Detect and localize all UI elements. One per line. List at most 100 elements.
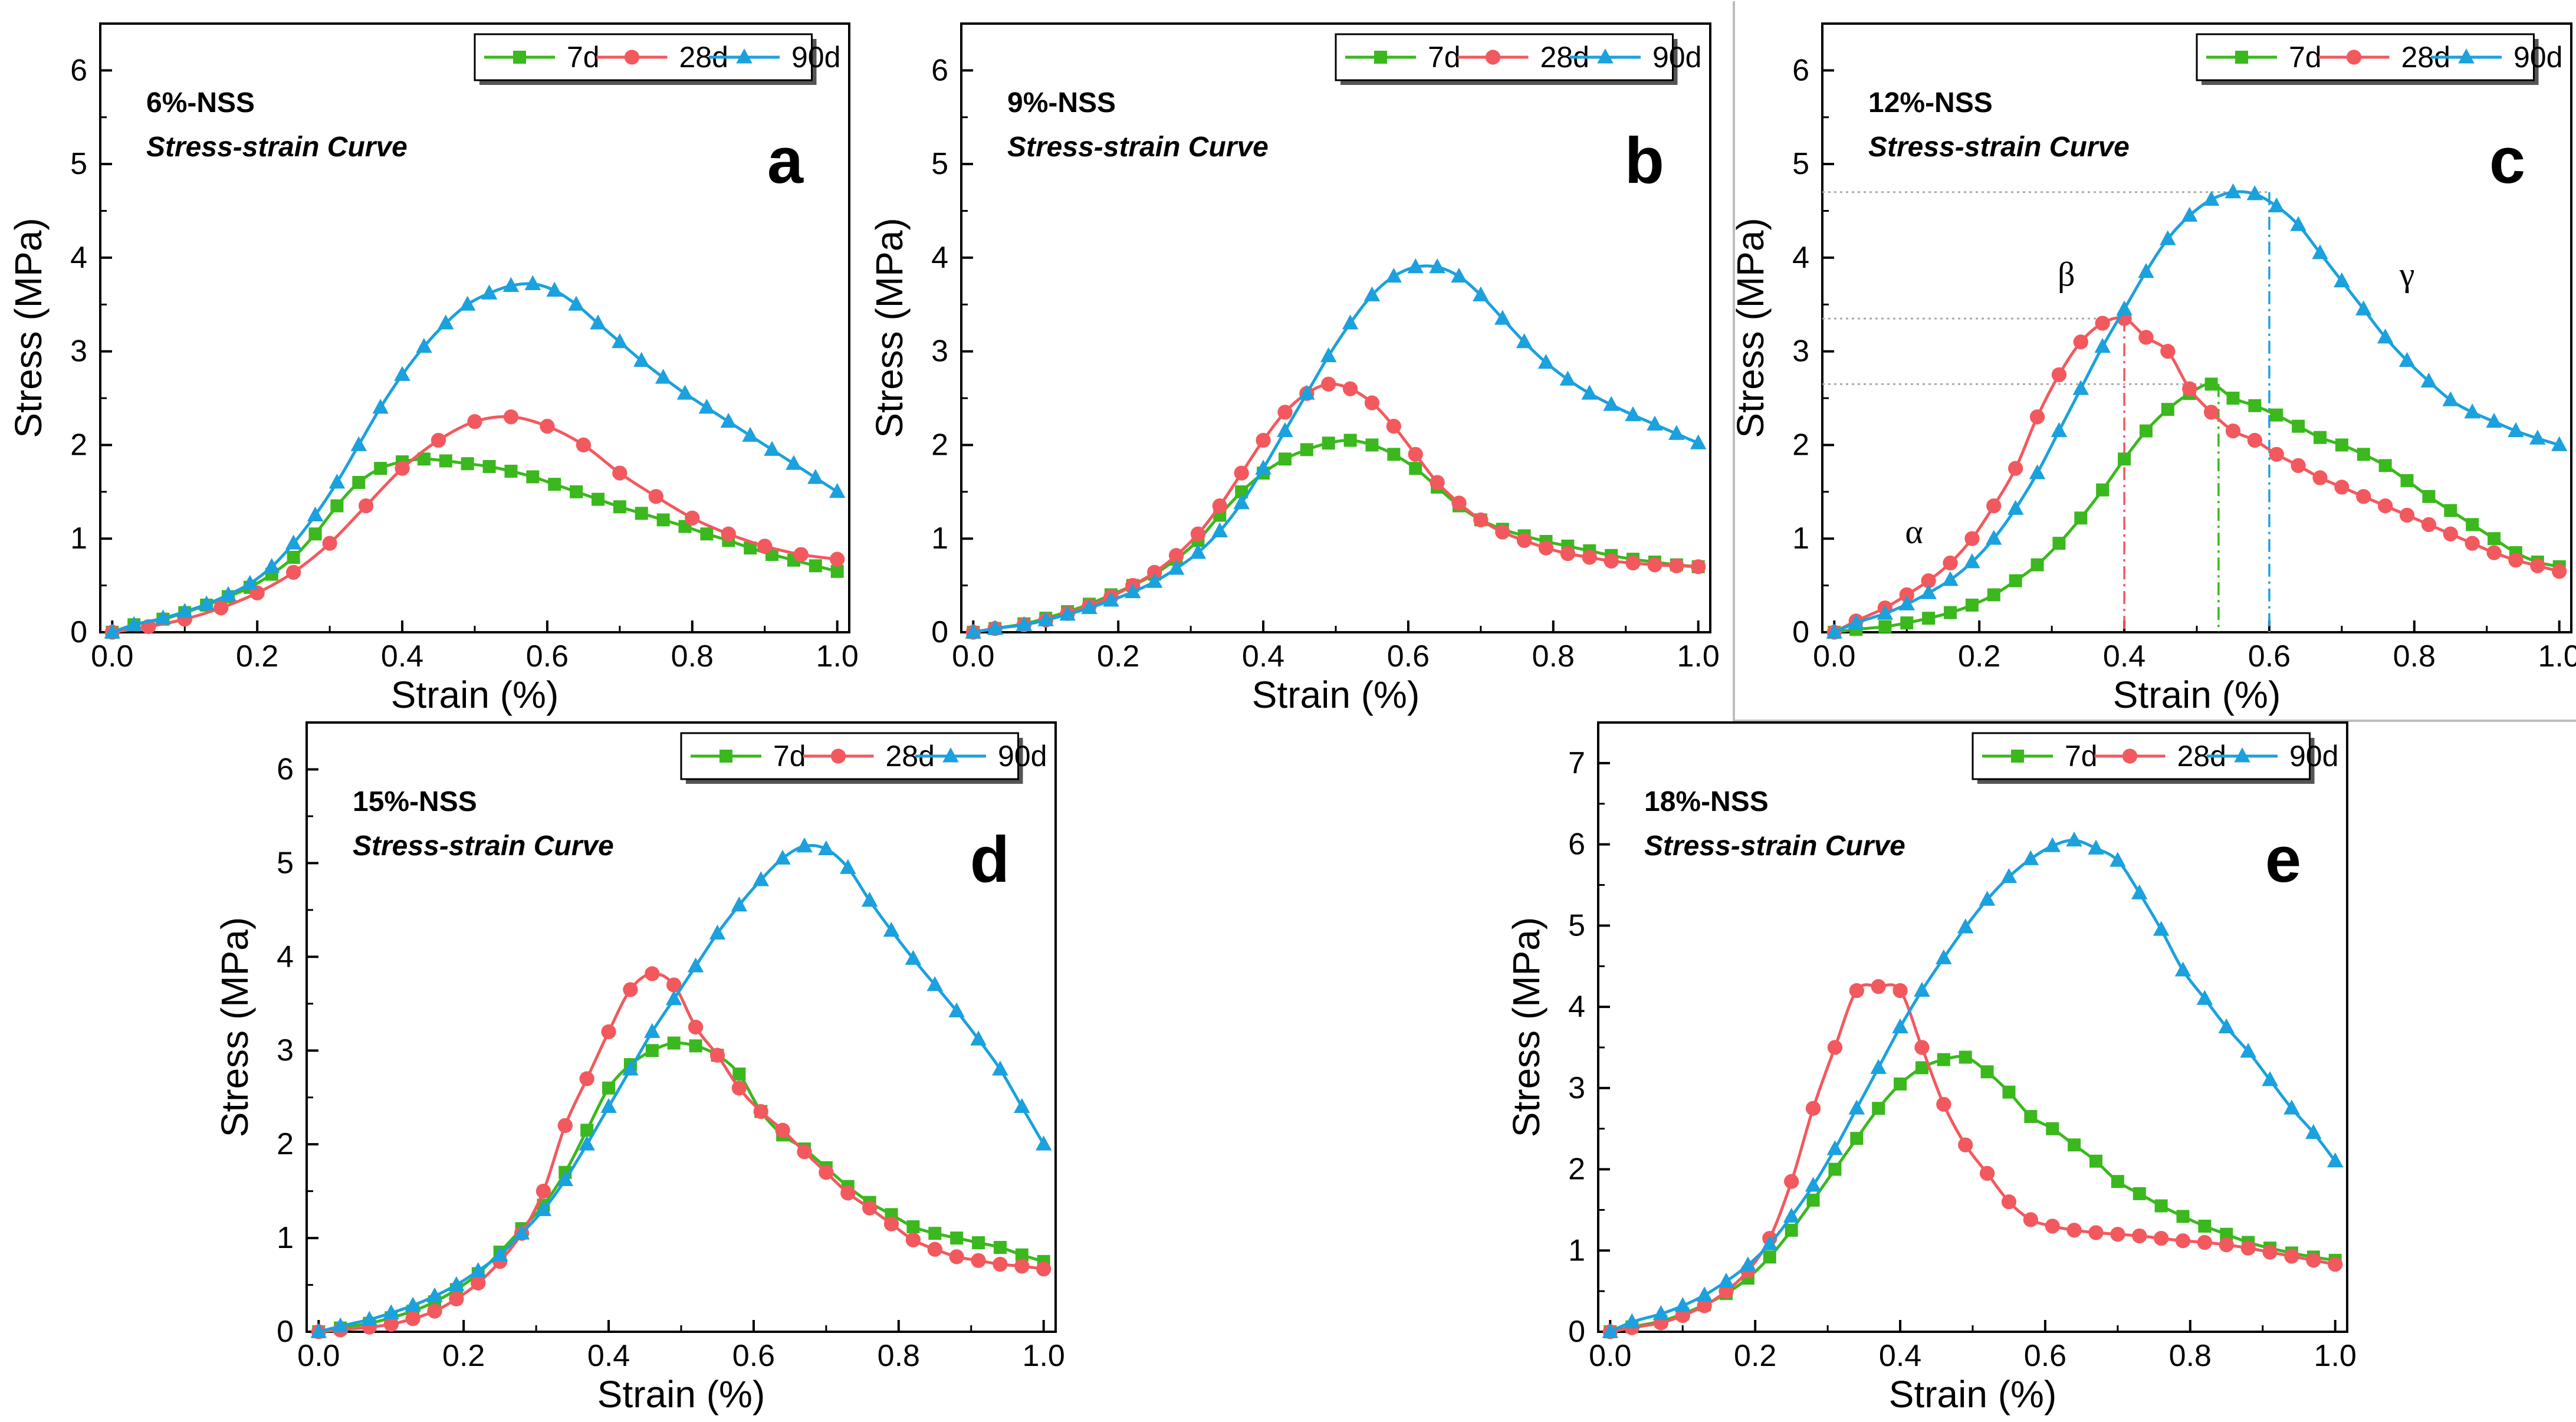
data-point [2399,507,2415,523]
data-point [535,1183,551,1199]
data-point [1408,446,1423,462]
data-point [1740,1256,1756,1272]
x-tick-label: 0.2 [1734,1339,1776,1373]
data-point [2270,408,2283,422]
x-tick-label: 0.6 [732,1339,775,1373]
y-tick-label: 4 [931,241,948,275]
data-point [350,436,367,451]
data-point [633,352,650,367]
data-point [2262,1071,2278,1086]
data-point [2400,474,2414,487]
y-tick-label: 4 [277,940,294,974]
data-point [1624,1313,1640,1328]
data-point [2160,230,2176,245]
panel-title: 15%-NSS [353,786,477,817]
data-point [332,1317,349,1332]
legend-marker [624,50,640,65]
data-point [993,1256,1008,1272]
data-point [1871,978,1886,994]
series-90d [965,258,1707,639]
data-point [1256,432,1271,448]
data-point [2203,191,2220,206]
y-tick-label: 4 [70,241,87,275]
data-point [1212,498,1227,514]
data-point [1538,540,1554,556]
data-point [579,1135,595,1151]
data-point [992,1060,1008,1076]
data-point [426,1287,443,1303]
data-point [2443,526,2458,541]
x-tick-label: 1.0 [816,639,859,674]
legend-marker [942,747,959,763]
data-point [731,1081,747,1096]
data-point [970,1030,987,1046]
data-point [809,559,822,573]
data-point [2175,1233,2191,1249]
x-tick-label: 1.0 [2314,1339,2357,1373]
data-point [548,478,561,491]
data-point [1494,310,1511,325]
data-point [829,482,846,498]
data-point [1647,415,1663,431]
data-point [1892,983,1908,999]
data-point [1473,286,1489,301]
legend-item-7d: 7d [2206,41,2322,74]
data-point [1146,573,1163,588]
data-point [2305,1124,2322,1139]
chart-panel-a: 0 1 2 3 4 5 6 0.0 0.2 0.4 0.6 0.8 1.0 Strain (%) Stres… [7,22,859,716]
legend-item-90d: 90d [2431,41,2562,74]
x-tick-label: 0.2 [442,1339,485,1373]
x-tick-label: 0.2 [1097,639,1139,674]
data-point [1943,555,1958,571]
data-point [2269,446,2284,462]
data-point [1234,465,1249,481]
data-point [557,1118,573,1134]
y-tick-label: 3 [70,334,87,369]
data-point [1826,1140,1844,1155]
series-line [318,1041,1044,1334]
data-point [687,957,704,973]
y-tick-label: 2 [931,428,948,462]
data-point [2292,419,2305,433]
data-point [1806,1193,1820,1207]
data-point [2262,1244,2278,1260]
data-point [1516,533,1532,549]
data-point [372,399,389,414]
data-point [2486,545,2502,560]
legend-label: 90d [2513,41,2562,74]
data-point [753,871,769,886]
x-tick-label: 0.4 [1879,1339,1921,1373]
data-point [2196,990,2213,1005]
data-point [1652,1305,1670,1321]
data-point [2290,216,2306,231]
data-point [2240,1240,2256,1256]
data-point [2001,1194,2017,1210]
data-point [1625,555,1641,571]
data-point [742,426,758,442]
data-point [688,1019,704,1035]
data-point [645,966,660,981]
data-point [972,1236,985,1250]
data-point [383,1316,399,1332]
data-point [513,1224,530,1240]
data-point [613,500,626,514]
data-point [2306,1253,2321,1268]
y-tick-label: 0 [1568,1315,1585,1349]
panel-subtitle: Stress-strain Curve [353,830,614,862]
data-point [591,492,604,506]
data-point [308,527,322,541]
data-point [155,609,172,625]
legend-marker [2234,747,2250,763]
y-tick-label: 6 [277,752,294,786]
x-tick-label: 0.0 [297,1339,340,1373]
data-point [2240,1042,2256,1058]
data-point [1783,1207,1800,1223]
data-point [2357,448,2370,461]
legend-label: 7d [2289,41,2322,74]
chart-panel-e: 0 1 2 3 4 5 6 7 0.0 0.2 0.4 0.6 0.8 1.0 Strain (%) Stre… [1505,721,2357,1416]
data-point [2045,1219,2060,1234]
data-point [948,1002,965,1017]
legend-label: 90d [2289,740,2338,773]
y-tick-label: 3 [1568,1071,1585,1105]
x-axis-title: Strain (%) [391,674,559,716]
